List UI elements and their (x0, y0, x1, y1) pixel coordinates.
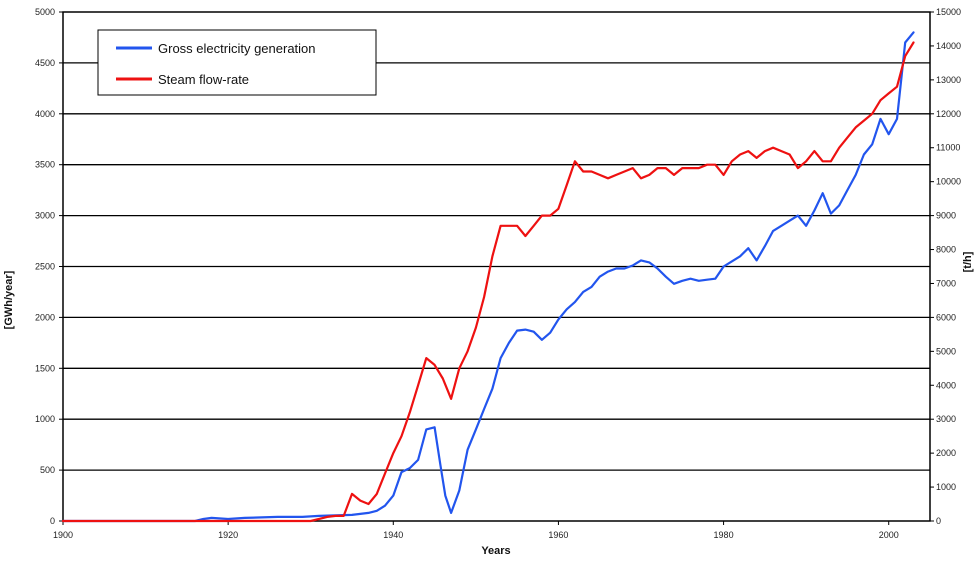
left-tick-label: 1500 (35, 363, 55, 373)
right-tick-label: 5000 (936, 346, 956, 356)
legend-box (97, 29, 377, 96)
legend: Gross electricity generation Steam flow-… (97, 29, 377, 96)
right-tick-label: 12000 (936, 109, 961, 119)
left-tick-label: 5000 (35, 7, 55, 17)
x-tick-label: 1980 (714, 530, 734, 540)
x-tick-label: 1960 (548, 530, 568, 540)
right-tick-label: 1000 (936, 482, 956, 492)
left-axis-title: [GWh/year] (3, 270, 15, 329)
left-tick-label: 3500 (35, 160, 55, 170)
right-tick-label: 0 (936, 516, 941, 526)
x-tick-label: 2000 (879, 530, 899, 540)
right-axis-title: [t/h] (962, 251, 974, 272)
left-tick-label: 2000 (35, 312, 55, 322)
series-lines (61, 31, 915, 523)
left-tick-label: 4000 (35, 109, 55, 119)
right-tick-label: 2000 (936, 448, 956, 458)
right-tick-label: 14000 (936, 41, 961, 51)
right-tick-label: 10000 (936, 177, 961, 187)
x-tick-label: 1900 (53, 530, 73, 540)
right-axis-ticks: 0 1000 2000 3000 4000 5000 6000 7000 8000 9000 100… (930, 7, 961, 526)
left-tick-label: 3000 (35, 211, 55, 221)
right-tick-label: 15000 (936, 7, 961, 17)
right-tick-label: 13000 (936, 75, 961, 85)
x-axis-title: Years (481, 545, 510, 557)
right-tick-label: 7000 (936, 278, 956, 288)
left-tick-label: 500 (40, 465, 55, 475)
left-tick-label: 1000 (35, 414, 55, 424)
series-line-gross-electricity-generation (61, 31, 915, 523)
x-axis-ticks: 1900 1920 1940 1960 1980 2000 (53, 521, 899, 540)
legend-label-gross-electricity: Gross electricity generation (158, 41, 316, 56)
right-tick-label: 11000 (936, 143, 960, 153)
x-tick-label: 1920 (218, 530, 238, 540)
right-tick-label: 6000 (936, 312, 956, 322)
x-tick-label: 1940 (383, 530, 403, 540)
series-line-steam-flow-rate (61, 41, 915, 523)
right-tick-label: 4000 (936, 380, 956, 390)
legend-label-steam-flow: Steam flow-rate (158, 72, 249, 87)
right-tick-label: 8000 (936, 245, 956, 255)
left-tick-label: 4500 (35, 58, 55, 68)
left-tick-label: 0 (50, 516, 55, 526)
right-tick-label: 9000 (936, 211, 956, 221)
left-tick-label: 2500 (35, 262, 55, 272)
left-axis-ticks: 0 500 1000 1500 2000 2500 3000 3500 4000 4500 5000 (35, 7, 63, 526)
right-tick-label: 3000 (936, 414, 956, 424)
